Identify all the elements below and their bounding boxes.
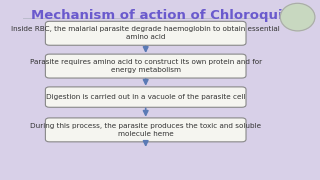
FancyBboxPatch shape [45, 54, 246, 78]
Text: Parasite requires amino acid to construct its own protein and for
energy metabol: Parasite requires amino acid to construc… [30, 59, 262, 73]
Text: Inside RBC, the malarial parasite degrade haemoglobin to obtain essential
amino : Inside RBC, the malarial parasite degrad… [11, 26, 280, 40]
Text: During this process, the parasite produces the toxic and soluble
molecule heme: During this process, the parasite produc… [30, 123, 261, 137]
FancyBboxPatch shape [45, 21, 246, 45]
FancyBboxPatch shape [45, 87, 246, 107]
Text: Mechanism of action of Chloroquine: Mechanism of action of Chloroquine [31, 9, 301, 22]
FancyBboxPatch shape [45, 118, 246, 142]
Text: Digestion is carried out in a vacuole of the parasite cell: Digestion is carried out in a vacuole of… [46, 94, 245, 100]
Circle shape [280, 3, 315, 31]
